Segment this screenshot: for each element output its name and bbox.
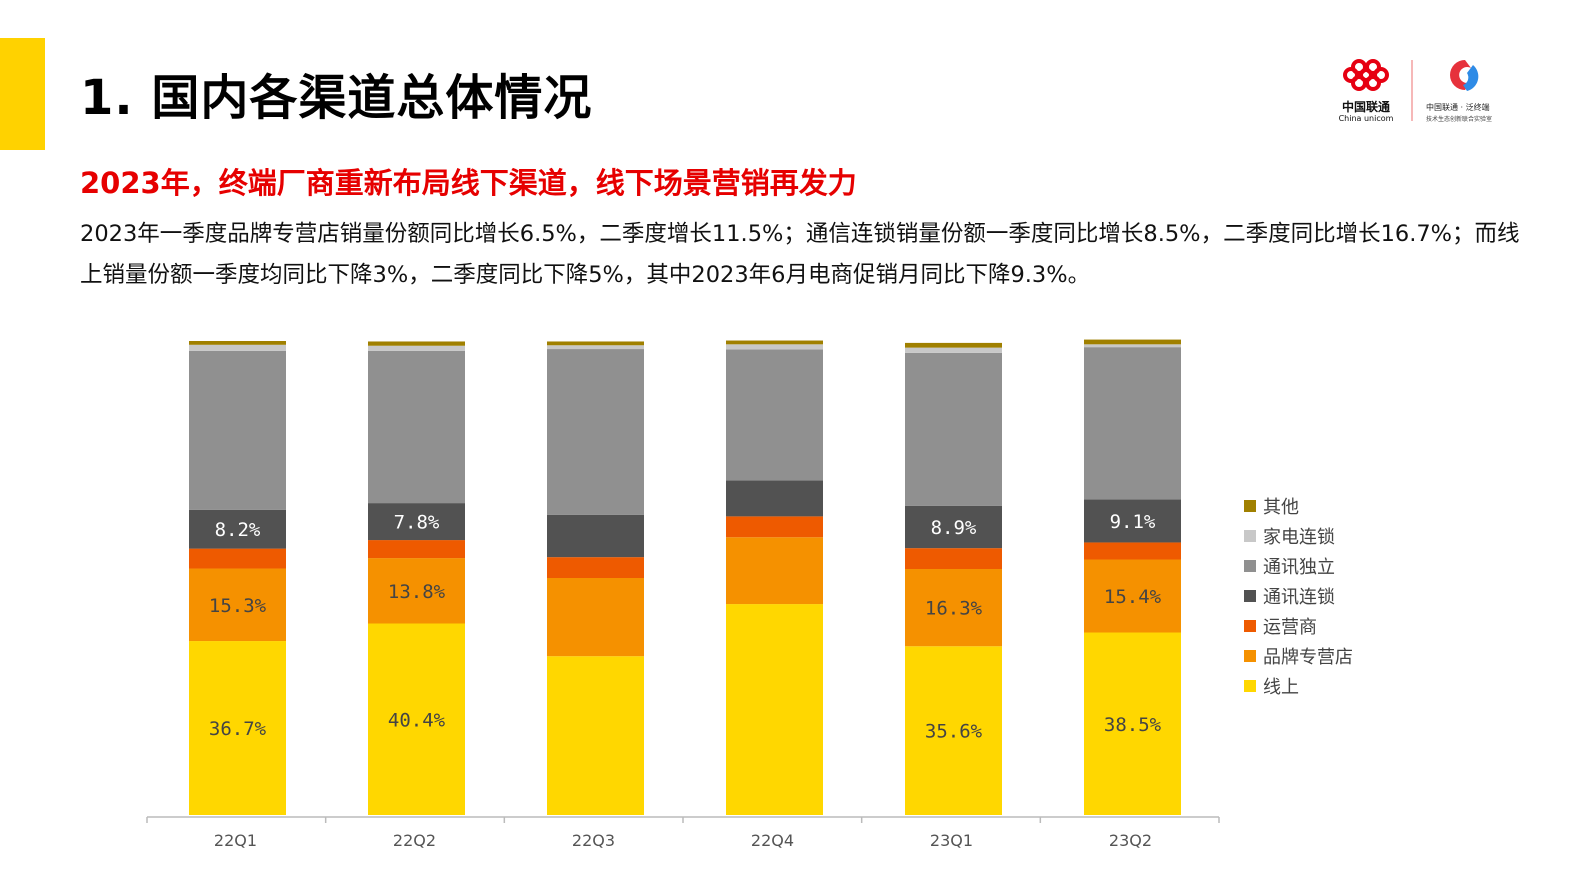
legend-item: 通讯连锁 [1244, 581, 1353, 611]
bar-segment [1084, 499, 1181, 543]
legend-item: 线上 [1244, 671, 1353, 701]
bar-segment [368, 558, 465, 624]
bar-segment [189, 341, 286, 345]
svg-text:中国联通 · 泛终端: 中国联通 · 泛终端 [1426, 102, 1490, 112]
data-label: 15.4% [1104, 586, 1162, 608]
legend-label: 通讯连锁 [1263, 587, 1335, 608]
bar-segment [726, 537, 823, 605]
data-label: 13.8% [388, 581, 446, 603]
legend-swatch [1244, 500, 1256, 512]
bar-segment [1084, 347, 1181, 500]
bar-segment [726, 349, 823, 481]
legend-item: 家电连锁 [1244, 521, 1353, 551]
data-label: 38.5% [1104, 714, 1162, 736]
x-tick-label: 23Q1 [930, 831, 973, 850]
bar-segment [1084, 339, 1181, 345]
svg-text:技术生态创新联合实验室: 技术生态创新联合实验室 [1426, 115, 1492, 123]
x-tick-label: 22Q1 [214, 831, 257, 850]
bar-segment [189, 548, 286, 569]
bar-segment [905, 352, 1002, 506]
title-accent-bar [0, 38, 45, 150]
x-tick-label: 22Q4 [751, 831, 794, 850]
bar-segment [368, 345, 465, 351]
bar-segment [368, 623, 465, 815]
bar-segment [1084, 542, 1181, 560]
data-label: 16.3% [925, 598, 983, 620]
legend-label: 通讯独立 [1263, 557, 1335, 578]
bar-segment [547, 349, 644, 515]
legend-item: 品牌专营店 [1244, 641, 1353, 671]
legend-label: 品牌专营店 [1263, 647, 1353, 668]
data-label: 36.7% [209, 718, 267, 740]
bar-segment [905, 568, 1002, 647]
x-tick-label: 23Q2 [1109, 831, 1152, 850]
bar-segment [726, 340, 823, 345]
legend-label: 运营商 [1263, 617, 1317, 638]
bar-segment [726, 344, 823, 350]
china-unicom-logo: 中国联通 China unicom 中国联通 · 泛终端 技术生态创新联合实验室 [1335, 55, 1525, 130]
bar-segment [368, 350, 465, 504]
bar-segment [905, 646, 1002, 815]
bar-segment [368, 503, 465, 541]
legend-swatch [1244, 680, 1256, 692]
bar-segment [189, 344, 286, 351]
legend-swatch [1244, 620, 1256, 632]
svg-text:中国联通: 中国联通 [1342, 99, 1390, 114]
data-label: 15.3% [209, 595, 267, 617]
legend-label: 家电连锁 [1263, 527, 1335, 548]
data-label: 7.8% [394, 512, 440, 534]
x-tick-label: 22Q2 [393, 831, 436, 850]
bar-segment [189, 568, 286, 642]
bar-segment [547, 341, 644, 346]
svg-text:China unicom: China unicom [1339, 114, 1394, 123]
bar-segment [905, 548, 1002, 569]
bar-segment [189, 350, 286, 510]
x-tick-label: 22Q3 [572, 831, 615, 850]
bar-segment [1084, 632, 1181, 815]
page-subtitle: 2023年，终端厂商重新布局线下渠道，线下场景营销再发力 [80, 166, 857, 200]
legend-swatch [1244, 590, 1256, 602]
bar-segment [905, 505, 1002, 549]
bar-segment [547, 656, 644, 815]
legend-swatch [1244, 560, 1256, 572]
bar-segment [547, 557, 644, 578]
legend-swatch [1244, 530, 1256, 542]
data-label: 9.1% [1110, 511, 1156, 533]
bar-segment [726, 604, 823, 815]
legend-item: 通讯独立 [1244, 551, 1353, 581]
data-label: 8.2% [215, 519, 261, 541]
summary-text: 2023年一季度品牌专营店销量份额同比增长6.5%，二季度增长11.5%；通信连… [80, 221, 1520, 288]
bar-segment [368, 341, 465, 346]
bar-segment [1084, 559, 1181, 633]
legend-item: 其他 [1244, 491, 1353, 521]
page-title: 1. 国内各渠道总体情况 [80, 70, 593, 126]
bar-segment [547, 578, 644, 657]
bar-segment [547, 514, 644, 558]
chart-legend: 其他家电连锁通讯独立通讯连锁运营商品牌专营店线上 [1244, 491, 1353, 701]
bar-segment [547, 345, 644, 350]
bar-segment [726, 516, 823, 538]
legend-label: 其他 [1263, 497, 1299, 518]
legend-item: 运营商 [1244, 611, 1353, 641]
data-label: 8.9% [931, 517, 977, 539]
bar-segment [905, 347, 1002, 353]
legend-swatch [1244, 650, 1256, 662]
legend-label: 线上 [1263, 677, 1299, 698]
bar-segment [189, 509, 286, 549]
data-label: 35.6% [925, 721, 983, 743]
bar-segment [1084, 344, 1181, 348]
bar-segment [189, 641, 286, 815]
bar-segment [726, 480, 823, 517]
bar-segment [905, 342, 1002, 348]
bar-segment [368, 540, 465, 559]
data-label: 40.4% [388, 709, 446, 731]
